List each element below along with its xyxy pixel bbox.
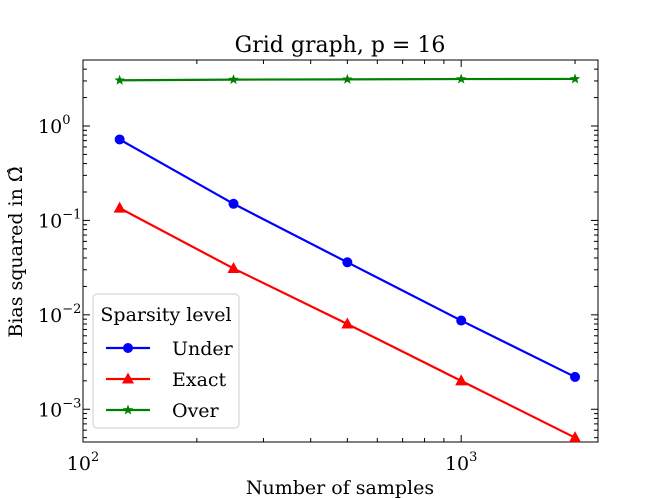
y-tick-label: 10−3 xyxy=(38,396,81,421)
data-point-over xyxy=(342,73,353,84)
data-point-exact xyxy=(113,201,126,213)
legend-label-exact: Exact xyxy=(172,369,227,391)
x-axis-label: Number of samples xyxy=(246,477,434,498)
data-point-exact xyxy=(455,374,468,386)
data-point-under xyxy=(570,371,581,382)
legend-marker-under xyxy=(123,343,133,353)
data-point-exact xyxy=(227,261,240,273)
plot-area: 102 103 100 10−1 10−2 10−3 xyxy=(38,59,599,475)
legend-marker-over xyxy=(122,404,134,415)
x-tick-label: 103 xyxy=(445,450,477,475)
chart-title: Grid graph, p = 16 xyxy=(235,33,446,58)
data-point-under xyxy=(228,198,239,209)
legend-title: Sparsity level xyxy=(100,304,231,326)
y-axis-label: Bias squared in Ω̂ xyxy=(5,166,27,337)
y-tick-label: 10−2 xyxy=(38,302,81,327)
data-point-over xyxy=(228,74,239,85)
legend: Sparsity level Under Exact Over xyxy=(92,293,240,429)
legend-label-over: Over xyxy=(172,400,220,422)
data-point-under xyxy=(456,315,467,326)
data-point-over xyxy=(114,74,125,85)
data-point-exact xyxy=(569,431,582,443)
y-tick-label: 100 xyxy=(38,113,70,138)
legend-marker-exact xyxy=(122,372,134,384)
x-tick-label: 102 xyxy=(67,450,99,475)
legend-box xyxy=(92,293,240,429)
data-point-under xyxy=(342,257,353,268)
legend-label-under: Under xyxy=(172,338,234,360)
data-point-over xyxy=(569,73,581,84)
y-tick-label: 10−1 xyxy=(38,207,81,232)
axes-frame xyxy=(82,59,599,443)
data-point-exact xyxy=(341,317,354,329)
data-point-under xyxy=(114,134,125,145)
data-point-over xyxy=(455,73,467,84)
